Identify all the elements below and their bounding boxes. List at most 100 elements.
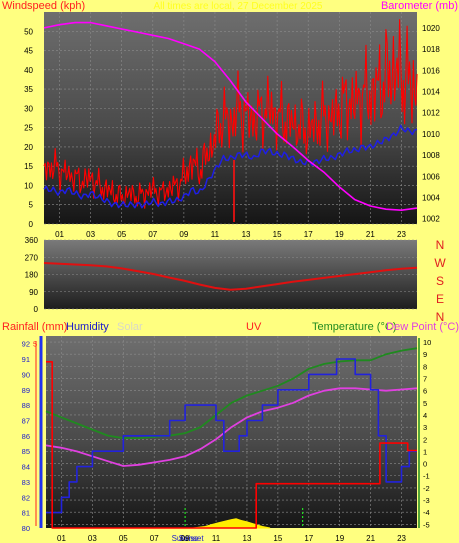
wind-y-tick: 30	[24, 104, 33, 113]
compass-letter: N	[436, 310, 445, 324]
direction-y-tick: 360	[25, 236, 39, 245]
barometer-y-tick: 1006	[422, 172, 440, 181]
compass-letter: N	[436, 238, 445, 252]
temp-x-tick: 11	[212, 534, 221, 543]
temp-y-tick: 5	[423, 399, 427, 408]
temp-y-tick: -3	[423, 496, 430, 505]
legend-uv: UV	[246, 321, 262, 333]
compass-letter: W	[434, 256, 446, 270]
barometer-y-tick: 1018	[422, 45, 440, 54]
humidity-y-tick: 82	[22, 493, 30, 502]
humidity-y-tick: 81	[22, 509, 30, 518]
temp-y-tick: -4	[423, 508, 430, 517]
dewpoint-series	[45, 387, 418, 467]
barometer-y-tick: 1008	[422, 151, 440, 160]
temp-y-tick: 1	[423, 447, 427, 456]
wind-y-tick: 0	[29, 220, 34, 229]
direction-y-tick: 270	[25, 253, 39, 262]
wind-x-tick: 19	[335, 230, 344, 239]
temp-y-tick: 8	[423, 362, 427, 371]
direction-line	[43, 262, 418, 291]
humidity-y-tick: 80	[22, 524, 30, 533]
wind-x-tick: 23	[397, 230, 406, 239]
barometer-line	[43, 21, 418, 211]
wind-y-ticks: 0 5 10 15 20 25 30 35 40 45 50	[24, 27, 33, 229]
temp-y-tick: -2	[423, 484, 430, 493]
temp-plot-area	[46, 336, 417, 528]
temp-x-ticks: 01 03 05 07 09 11 13 15 17 19 21 23	[57, 534, 407, 543]
wind-average-series	[43, 124, 418, 209]
legend-dewpoint: Dew Point (°C)	[386, 321, 459, 333]
wind-x-tick: 17	[304, 230, 313, 239]
temp-y-tick: 9	[423, 350, 427, 359]
temp-y-tick: 0	[423, 460, 427, 469]
temp-y-tick: 3	[423, 423, 427, 432]
barometer-y-tick: 1014	[422, 88, 440, 97]
direction-y-tick: 90	[29, 288, 38, 297]
barometer-y-tick: 1012	[422, 109, 440, 118]
temp-x-tick: 01	[57, 534, 66, 543]
legend-solar: Solar	[117, 321, 143, 333]
wind-y-tick: 20	[24, 143, 33, 152]
direction-y-tick: 0	[34, 305, 39, 314]
compass-letter: S	[436, 274, 444, 288]
humidity-y-tick: 90	[22, 370, 30, 379]
wind-x-tick: 11	[211, 230, 220, 239]
humidity-series	[46, 358, 417, 514]
wind-y-tick: 45	[24, 47, 33, 56]
wind-x-tick: 15	[273, 230, 282, 239]
temp-x-tick: 13	[243, 534, 252, 543]
temp-x-tick: 03	[88, 534, 97, 543]
wind-x-tick: 07	[148, 230, 157, 239]
wind-y-label: Windspeed (kph)	[2, 0, 85, 12]
rainfall-line	[46, 360, 417, 529]
humidity-y-tick: 88	[22, 401, 30, 410]
wind-y-tick: 50	[24, 27, 33, 36]
temp-y-tick: 4	[423, 411, 427, 420]
legend-temperature: Temperature (°C)	[312, 321, 396, 333]
humidity-y-tick: 89	[22, 386, 30, 395]
wind-average-line	[43, 124, 418, 209]
temp-x-tick: 23	[397, 534, 406, 543]
wind-x-ticks: 01 03 05 07 09 11 13 15 17 19 21 23	[55, 230, 406, 239]
temp-x-tick: 09	[181, 534, 190, 543]
humidity-y-ticks: 80 81 82 83 84 85 86 87 88 89 90 91 92	[22, 340, 30, 533]
uv-area	[192, 518, 271, 529]
barometer-y-tick: 1004	[422, 194, 440, 203]
direction-y-tick: 180	[25, 271, 39, 280]
humidity-y-tick: 85	[22, 447, 30, 456]
temp-x-tick: 07	[150, 534, 159, 543]
humidity-y-tick: 92	[22, 340, 30, 349]
uv-series	[192, 518, 271, 529]
rain-y-ticks: 5	[33, 339, 37, 348]
temperature-humidity-chart: Rainfall (mm) Humidity Solar UV Temperat…	[2, 321, 459, 543]
temp-x-tick: 17	[304, 534, 313, 543]
direction-y-ticks: 0 90 180 270 360	[25, 236, 39, 314]
wind-x-tick: 01	[55, 230, 64, 239]
temp-x-tick: 21	[366, 534, 375, 543]
direction-series	[43, 262, 418, 291]
wind-y-tick: 15	[24, 162, 33, 171]
temp-x-tick: 19	[335, 534, 344, 543]
wind-x-tick: 03	[86, 230, 95, 239]
humidity-y-tick: 91	[22, 355, 30, 364]
barometer-y-ticks: 1002 1004 1006 1008 1010 1012 1014 1016 1018 1020	[422, 24, 440, 224]
rainfall-series	[46, 360, 417, 529]
wind-x-tick: 05	[117, 230, 126, 239]
temp-y-tick: 10	[423, 338, 431, 347]
wind-x-tick: 13	[242, 230, 251, 239]
wind-y-tick: 40	[24, 66, 33, 75]
temp-y-tick: 7	[423, 375, 427, 384]
barometer-series	[43, 21, 418, 211]
temp-y-tick: 6	[423, 387, 427, 396]
temp-x-tick: 15	[273, 534, 282, 543]
humidity-line	[46, 358, 417, 514]
temp-y-tick: -5	[423, 520, 430, 529]
humidity-y-tick: 87	[22, 416, 30, 425]
sunrise-label: Sunrise	[172, 534, 200, 543]
